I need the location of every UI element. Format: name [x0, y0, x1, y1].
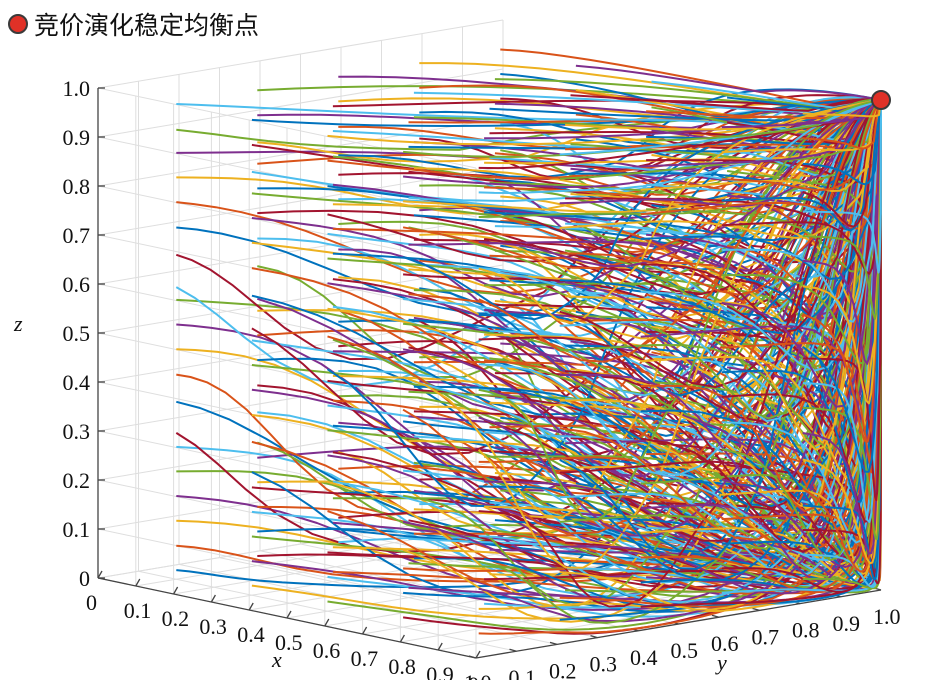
z-tick-label: 0.9 [63, 125, 91, 150]
y-tick-label: 0.3 [590, 652, 618, 677]
y-tick-label: 0 [468, 672, 479, 680]
x-tick-label: 0.6 [313, 638, 341, 663]
y-tick-label: 1.0 [873, 604, 901, 629]
y-tick-label: 0.9 [833, 611, 861, 636]
x-tick-mark [135, 578, 141, 587]
y-tick-mark [468, 655, 477, 659]
x-tick-mark [399, 634, 405, 643]
x-axis-label: x [271, 647, 282, 672]
x-tick-mark [324, 618, 330, 627]
z-tick-label: 1.0 [63, 76, 91, 101]
y-tick-label: 0.7 [752, 624, 780, 649]
y-tick-mark [752, 607, 760, 612]
z-tick-label: 0.8 [63, 174, 91, 199]
x-tick-label: 0.3 [199, 614, 227, 639]
y-tick-mark [509, 648, 517, 652]
x-tick-mark [248, 602, 254, 611]
y-tick-mark [590, 634, 598, 639]
x-tick-label: 0.4 [237, 622, 265, 647]
z-tick-label: 0 [79, 566, 90, 591]
z-tick-label: 0.2 [63, 468, 91, 493]
y-tick-label: 0.5 [671, 638, 699, 663]
legend-label: 竞价演化稳定均衡点 [34, 11, 260, 40]
z-tick-label: 0.7 [63, 223, 91, 248]
grid-line [97, 185, 477, 267]
x-tick-label: 0.1 [124, 598, 152, 623]
z-tick-label: 0.4 [63, 370, 91, 395]
equilibrium-point-dot [871, 90, 891, 110]
z-tick-label: 0.3 [63, 419, 91, 444]
x-tick-label: 1.0 [464, 670, 492, 680]
z-tick-label: 0.1 [63, 517, 91, 542]
y-tick-label: 0.4 [630, 645, 658, 670]
z-tick-labels: 0 0.1 0.2 0.3 0.4 0.5 0.6 0.7 0.8 0.9 1.0 [63, 76, 91, 591]
grid-line [97, 166, 504, 236]
x-tick-mark [437, 642, 443, 651]
x-tick-mark [210, 594, 216, 603]
x-tick-mark [97, 570, 103, 579]
x-tick-label: 0 [86, 590, 97, 615]
x-tick-mark [475, 650, 481, 659]
z-tick-label: 0.6 [63, 272, 91, 297]
x-tick-label: 0.7 [351, 646, 379, 671]
grid-line [97, 19, 504, 89]
y-tick-label: 0.2 [549, 658, 577, 680]
legend: 竞价演化稳定均衡点 [8, 6, 259, 42]
y-tick-mark [711, 614, 720, 618]
grid-line [97, 215, 504, 285]
grid-line [97, 332, 477, 414]
grid-line [97, 68, 504, 138]
y-tick-label: 0.1 [509, 665, 537, 680]
y-tick-labels: 0 0.1 0.2 0.3 0.4 0.5 0.6 0.7 0.8 0.9 1.0 [468, 604, 901, 680]
x-tick-mark [173, 586, 179, 595]
z-axis-label: z [13, 311, 23, 336]
x-tick-labels: 0 0.1 0.2 0.3 0.4 0.5 0.6 0.7 0.8 0.9 1.0 [86, 590, 492, 680]
x-tick-label: 0.8 [388, 654, 416, 679]
equilibrium-point-marker [871, 90, 891, 110]
x-tick-mark [362, 626, 368, 635]
y-axis-label: y [715, 650, 727, 675]
x-tick-mark [286, 610, 292, 619]
y-tick-label: 0.8 [792, 618, 820, 643]
x-tick-label: 0.5 [275, 630, 303, 655]
x-tick-label: 0.2 [162, 606, 190, 631]
x-tick-label: 0.9 [426, 662, 454, 680]
legend-marker-icon [8, 14, 28, 34]
y-tick-label: 0.6 [711, 631, 739, 656]
z-tick-label: 0.5 [63, 321, 91, 346]
y-tick-mark [549, 641, 558, 646]
